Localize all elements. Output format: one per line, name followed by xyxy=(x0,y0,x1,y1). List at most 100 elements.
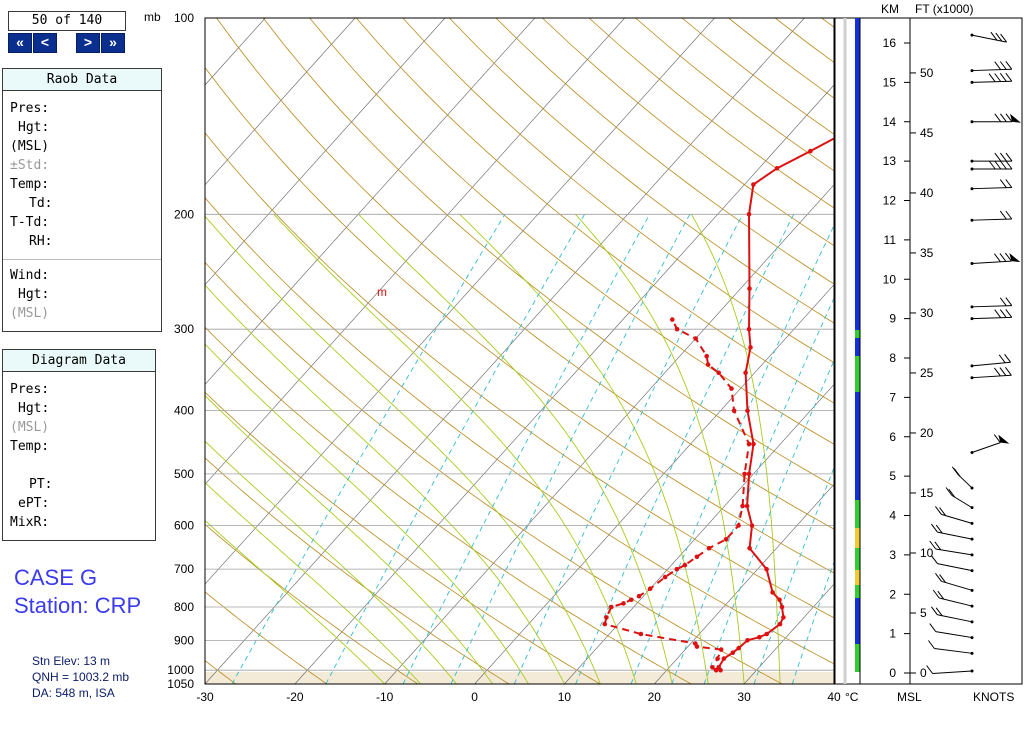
isotherm-line xyxy=(205,18,266,86)
raob-rh-label: RH: xyxy=(29,234,53,249)
dewpoint-profile-point xyxy=(736,523,741,528)
dewpoint-profile-point xyxy=(710,665,715,670)
pressure-tick-label: 200 xyxy=(174,207,194,221)
temperature-profile-point xyxy=(764,566,769,572)
dry-adiabat-line xyxy=(216,18,834,530)
diag-ept-label: ePT: xyxy=(18,496,50,511)
temperature-profile-point xyxy=(744,503,750,509)
km-tick-label: 13 xyxy=(883,154,897,168)
temperature-profile-point xyxy=(757,634,762,640)
temp-tick-label: -20 xyxy=(286,690,304,704)
station-name: Station: CRP xyxy=(14,593,142,618)
dewpoint-profile-point xyxy=(647,586,653,591)
ft-tick-label: 40 xyxy=(920,186,934,200)
temperature-profile-point xyxy=(721,656,727,661)
raob-data-panel: Raob Data Pres: Hgt: (MSL) ±Std: Temp: T… xyxy=(2,68,162,332)
temperature-profile-point xyxy=(777,621,783,627)
dewpoint-profile-point xyxy=(704,353,709,359)
msl-label: MSL xyxy=(897,690,922,704)
parcel-marker-label: m xyxy=(377,285,387,299)
dewpoint-profile-point xyxy=(718,647,724,652)
km-tick-label: 7 xyxy=(889,390,896,404)
temp-tick-label: 10 xyxy=(558,690,572,704)
km-tick-label: 16 xyxy=(883,36,897,50)
dewpoint-profile-point xyxy=(693,336,698,341)
ft-tick-label: 30 xyxy=(920,306,934,320)
wind-barb xyxy=(970,113,1021,124)
km-tick-label: 14 xyxy=(883,115,897,129)
temperature-profile-point xyxy=(774,166,780,171)
dry-adiabat-line xyxy=(205,326,692,684)
wind-barb xyxy=(970,152,1013,163)
dewpoint-profile-point xyxy=(694,554,700,560)
status-column-block xyxy=(855,585,860,598)
dewpoint-profile-point xyxy=(706,545,712,551)
dry-adiabat-line xyxy=(205,132,834,619)
wind-panel: 0123456789101112131415160510152025303540… xyxy=(859,17,1023,685)
pressure-tick-label: 500 xyxy=(174,467,194,481)
next-button[interactable]: > xyxy=(76,33,100,53)
diag-msl-label: (MSL) xyxy=(10,420,50,435)
pressure-tick-label: 900 xyxy=(174,633,194,647)
wind-barb xyxy=(951,466,974,490)
temp-tick-label: 30 xyxy=(737,690,751,704)
wind-barb xyxy=(929,623,974,640)
raob-std-label: ±Std: xyxy=(10,158,50,173)
station-elevation: Stn Elev: 13 m xyxy=(32,654,111,668)
sounding-index: 50 of 140 xyxy=(8,11,126,31)
ft-tick-label: 15 xyxy=(920,486,934,500)
temp-tick-label: 0 xyxy=(471,690,478,704)
temperature-profile-point xyxy=(716,665,721,670)
last-button[interactable]: » xyxy=(101,33,125,53)
pressure-tick-label: 400 xyxy=(174,404,194,418)
mixing-ratio-line xyxy=(450,214,691,684)
wind-barb xyxy=(970,353,1011,368)
wind-barb xyxy=(929,540,974,557)
mixing-ratio-line xyxy=(231,214,506,684)
wind-barb xyxy=(945,487,974,510)
raob-wind-hgt-label: Hgt: xyxy=(18,287,50,302)
dry-adiabat-line xyxy=(205,660,236,684)
dewpoint-profile-point xyxy=(662,574,668,580)
dewpoint-profile-point xyxy=(674,326,680,332)
diag-temp-label: Temp: xyxy=(10,439,50,454)
temperature-profile-point xyxy=(808,148,813,154)
temperature-profile-point xyxy=(743,370,748,376)
status-column-block xyxy=(855,528,860,548)
temp-tick-label: -10 xyxy=(376,690,394,704)
dewpoint-profile-point xyxy=(621,601,626,606)
pressure-tick-label: 700 xyxy=(174,562,194,576)
moist-adiabat-line xyxy=(205,440,457,684)
isotherm-line xyxy=(205,18,715,585)
ft-tick-label: 0 xyxy=(920,666,927,680)
first-button[interactable]: « xyxy=(8,33,32,53)
km-tick-label: 15 xyxy=(883,75,897,89)
moist-adiabat-line xyxy=(205,284,565,684)
pressure-tick-label: 300 xyxy=(174,322,194,336)
dry-adiabat-line xyxy=(205,391,601,684)
dewpoint-profile-point xyxy=(729,386,734,391)
ground-band xyxy=(205,672,834,684)
temp-unit-label: °C xyxy=(845,690,859,704)
status-column-block xyxy=(855,570,860,585)
pressure-tick-label: 800 xyxy=(174,600,194,614)
ft-tick-label: 5 xyxy=(920,606,927,620)
raob-hgt-label: Hgt: xyxy=(18,120,50,135)
ft-tick-label: 20 xyxy=(920,426,934,440)
isotherm-line xyxy=(205,18,536,385)
mixing-ratio-line xyxy=(753,466,834,684)
station-info: Stn Elev: 13 m QNH = 1003.2 mb DA: 548 m… xyxy=(32,653,129,701)
wind-barb xyxy=(935,506,974,525)
pressure-tick-label: 1000 xyxy=(167,663,194,677)
km-axis-label: KM xyxy=(881,2,899,16)
temperature-profile-point xyxy=(745,638,750,643)
status-column-block xyxy=(855,644,860,672)
isotherm-line xyxy=(0,18,86,684)
dry-adiabat-line xyxy=(449,18,834,324)
prev-button[interactable]: < xyxy=(33,33,57,53)
diagram-grid xyxy=(0,18,834,684)
wind-panel-frame xyxy=(859,17,1023,685)
case-name: CASE G xyxy=(14,565,98,590)
temp-tick-label: 40 xyxy=(827,690,841,704)
